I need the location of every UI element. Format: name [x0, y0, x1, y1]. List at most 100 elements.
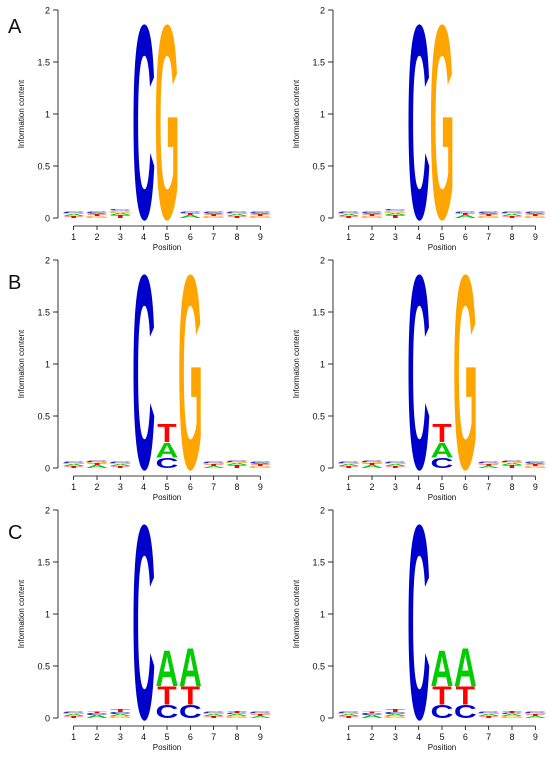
logo-letter-a: A: [202, 213, 225, 215]
logo-letter-c: C: [202, 212, 225, 214]
logo-letter-g: G: [61, 463, 86, 465]
logo-letter-t: T: [526, 463, 546, 466]
x-tick-label: 3: [393, 482, 398, 492]
logo-letter-c: C: [477, 462, 500, 464]
logo-letter-a: A: [337, 213, 360, 216]
logo-letter-a: A: [109, 212, 132, 215]
logo-letter-c: C: [226, 460, 249, 462]
logo-letter-t: T: [227, 464, 247, 469]
x-tick-label: 2: [369, 732, 374, 742]
x-tick-label: 7: [486, 482, 491, 492]
logo-letter-t: T: [386, 214, 406, 219]
logo-letter-t: T: [502, 464, 522, 469]
logo-letter-c: C: [202, 462, 225, 464]
x-tick-label: 1: [346, 232, 351, 242]
logo-letter-g: G: [500, 715, 525, 718]
logo-letter-a: A: [361, 714, 384, 719]
logo-letter-c: C: [337, 212, 360, 214]
logo-letter-a: A: [226, 462, 249, 465]
logo-letter-t: T: [87, 213, 107, 216]
x-tick-label: 7: [211, 232, 216, 242]
y-tick-label: 2: [320, 6, 325, 16]
y-tick-label: 0: [45, 464, 50, 474]
logo-letter-t: T: [64, 465, 84, 468]
x-tick-label: 1: [71, 232, 76, 242]
logo-letter-c: C: [524, 212, 547, 214]
x-tick-label: 4: [141, 732, 146, 742]
y-axis-label: Information content: [292, 579, 301, 648]
logo-letter-a: A: [501, 713, 524, 716]
logo-a-right: 0 0.5 1 1.5 2 Information content 1 2 3 4 5 6 7 8 9 Pos…: [275, 0, 550, 277]
y-tick-label: 0.5: [312, 662, 325, 672]
logo-letter-c: C: [361, 712, 384, 715]
logo-letter-t: T: [432, 420, 452, 449]
logo-letter-a: A: [249, 463, 272, 465]
logo-letter-g: G: [248, 465, 273, 468]
logo-letter-c: C: [477, 712, 500, 714]
logo-letter-c: C: [337, 712, 360, 714]
logo-svg: 0 0.5 1 1.5 2 Information content 1 2 3 4 5 6 7 8 9 Pos…: [17, 466, 273, 768]
x-tick-label: 4: [416, 232, 421, 242]
logo-letter-g: G: [155, 0, 180, 277]
logo-letter-a: A: [431, 438, 454, 463]
logo-letter-a: A: [226, 213, 249, 216]
y-tick-label: 1: [45, 360, 50, 370]
y-tick-label: 1: [45, 610, 50, 620]
logo-letter-a: A: [454, 636, 477, 698]
logo-letter-t: T: [251, 213, 271, 216]
x-tick-label: 7: [486, 232, 491, 242]
logo-letter-c: C: [407, 466, 430, 768]
logo-letter-g: G: [476, 215, 501, 218]
logo-letter-a: A: [86, 464, 109, 469]
logo-letter-c: C: [226, 713, 249, 715]
logo-letter-c: C: [179, 212, 202, 214]
logo-letter-c: C: [86, 460, 109, 462]
x-tick-label: 3: [393, 732, 398, 742]
x-tick-label: 7: [211, 732, 216, 742]
logo-letter-a: A: [524, 213, 547, 215]
logo-letter-t: T: [362, 213, 382, 216]
x-tick-label: 2: [369, 232, 374, 242]
y-axis-label: Information content: [17, 79, 26, 148]
logo-letter-g: G: [178, 216, 203, 527]
logo-letter-a: A: [179, 214, 202, 219]
y-tick-label: 0: [320, 714, 325, 724]
logo-letter-t: T: [502, 710, 522, 713]
logo-letter-t: T: [479, 463, 499, 466]
logo-letter-c: C: [477, 212, 500, 214]
logo-letter-t: T: [204, 213, 224, 216]
logo-letter-t: T: [204, 715, 224, 718]
y-tick-label: 1: [320, 610, 325, 620]
logo-letter-g: G: [61, 213, 86, 215]
x-tick-label: 6: [463, 232, 468, 242]
logo-letter-t: T: [339, 465, 359, 468]
x-axis-label: Position: [428, 243, 456, 252]
x-tick-label: 1: [346, 732, 351, 742]
logo-letter-c: C: [109, 711, 132, 714]
logo-letter-c: C: [132, 216, 155, 527]
logo-c-right: 0 0.5 1 1.5 2 Information content 1 2 3 4 5 6 7 8 9 Pos…: [275, 466, 550, 768]
y-tick-label: 0.5: [312, 412, 325, 422]
logo-letter-t: T: [111, 708, 131, 713]
logo-letter-c: C: [109, 462, 132, 464]
logo-letter-t: T: [526, 713, 546, 716]
x-tick-label: 2: [369, 482, 374, 492]
x-tick-label: 3: [118, 232, 123, 242]
x-tick-label: 4: [141, 482, 146, 492]
panel-label-a: A: [8, 16, 22, 38]
x-tick-label: 1: [346, 482, 351, 492]
logo-b-left: 0 0.5 1 1.5 2 Information content 1 2 3 4 5 6 7 8 9 Pos…: [0, 216, 275, 527]
y-tick-label: 1: [45, 110, 50, 120]
x-tick-label: 6: [188, 232, 193, 242]
logo-letter-t: T: [362, 712, 382, 714]
x-tick-label: 5: [164, 732, 169, 742]
logo-letter-a: A: [62, 713, 85, 716]
logo-letter-a: A: [179, 636, 202, 698]
logo-letter-a: A: [477, 465, 500, 468]
logo-letter-t: T: [386, 708, 406, 713]
logo-letter-t: T: [181, 212, 201, 215]
logo-letter-g: G: [201, 713, 226, 715]
logo-letter-c: C: [361, 212, 384, 214]
logo-letter-a: A: [156, 640, 179, 696]
